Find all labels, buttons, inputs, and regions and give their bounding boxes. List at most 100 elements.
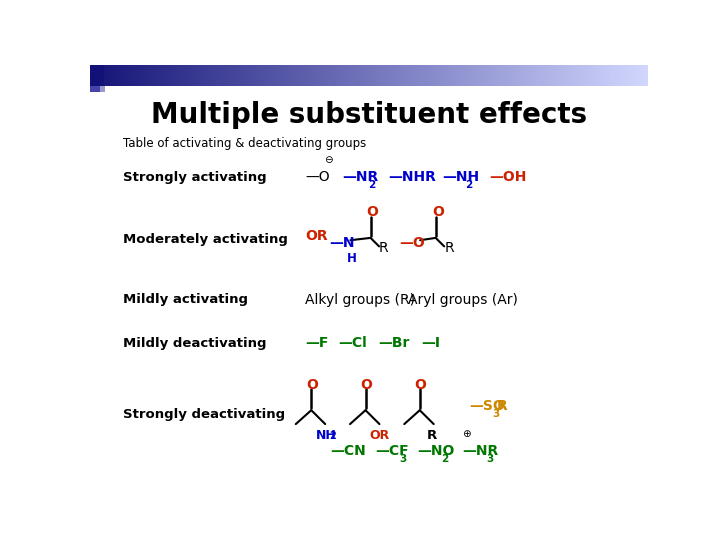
Bar: [310, 65, 315, 86]
Bar: [527, 65, 533, 86]
Bar: [159, 65, 165, 86]
Bar: [492, 65, 498, 86]
Bar: [629, 65, 635, 86]
Bar: [276, 65, 282, 86]
Bar: [153, 65, 159, 86]
Bar: [150, 65, 156, 86]
Bar: [482, 65, 488, 86]
Bar: [142, 65, 148, 86]
Bar: [199, 65, 205, 86]
Bar: [436, 65, 441, 86]
Text: Table of activating & deactivating groups: Table of activating & deactivating group…: [122, 137, 366, 150]
Bar: [607, 65, 613, 86]
Bar: [358, 65, 364, 86]
Bar: [240, 65, 246, 86]
Bar: [256, 65, 261, 86]
Text: —O: —O: [399, 237, 425, 250]
Text: —CN: —CN: [330, 444, 366, 458]
Bar: [434, 65, 440, 86]
Bar: [96, 65, 102, 86]
Bar: [204, 65, 210, 86]
Text: R: R: [444, 241, 454, 255]
Bar: [557, 65, 562, 86]
Bar: [367, 65, 373, 86]
Text: 3: 3: [492, 409, 500, 419]
Bar: [92, 65, 98, 86]
Text: —CF: —CF: [375, 444, 409, 458]
Bar: [460, 65, 466, 86]
Bar: [485, 65, 490, 86]
Text: O: O: [432, 206, 444, 219]
Bar: [351, 65, 356, 86]
Bar: [505, 65, 510, 86]
Bar: [444, 65, 449, 86]
Bar: [615, 65, 620, 86]
Bar: [624, 65, 629, 86]
Bar: [449, 65, 455, 86]
Bar: [373, 65, 379, 86]
Text: —F: —F: [305, 336, 329, 350]
Bar: [600, 65, 606, 86]
Text: 3: 3: [487, 454, 494, 464]
Bar: [131, 65, 137, 86]
Bar: [132, 65, 138, 86]
Bar: [341, 65, 347, 86]
Bar: [192, 65, 198, 86]
Bar: [280, 65, 285, 86]
Bar: [637, 65, 642, 86]
Bar: [499, 65, 505, 86]
Bar: [291, 65, 297, 86]
Bar: [298, 65, 304, 86]
Bar: [289, 65, 294, 86]
Text: 2: 2: [441, 454, 448, 464]
Bar: [315, 65, 321, 86]
Bar: [297, 65, 302, 86]
Bar: [486, 65, 492, 86]
Bar: [347, 65, 352, 86]
Bar: [596, 65, 602, 86]
Bar: [105, 65, 111, 86]
Bar: [179, 65, 185, 86]
Bar: [118, 65, 124, 86]
Bar: [603, 65, 609, 86]
Bar: [562, 65, 568, 86]
Bar: [304, 65, 310, 86]
Bar: [613, 65, 618, 86]
Bar: [425, 65, 431, 86]
Bar: [230, 65, 235, 86]
Bar: [531, 65, 536, 86]
Bar: [438, 65, 444, 86]
Bar: [454, 65, 460, 86]
Bar: [626, 65, 631, 86]
Bar: [609, 65, 615, 86]
Bar: [445, 65, 451, 86]
Bar: [196, 65, 202, 86]
Bar: [103, 65, 109, 86]
Bar: [161, 65, 166, 86]
Text: O: O: [306, 378, 318, 392]
Bar: [598, 65, 603, 86]
Bar: [494, 65, 500, 86]
Text: Moderately activating: Moderately activating: [122, 233, 287, 246]
Bar: [285, 65, 291, 86]
Bar: [477, 65, 482, 86]
Bar: [313, 65, 319, 86]
Bar: [533, 65, 539, 86]
Text: Alkyl groups (R): Alkyl groups (R): [305, 293, 415, 307]
Bar: [137, 65, 143, 86]
Bar: [237, 65, 243, 86]
Bar: [228, 65, 233, 86]
Bar: [348, 65, 354, 86]
Bar: [120, 65, 125, 86]
Bar: [593, 65, 598, 86]
Bar: [345, 65, 351, 86]
Text: Mildly deactivating: Mildly deactivating: [122, 337, 266, 350]
Bar: [278, 65, 284, 86]
Bar: [213, 65, 218, 86]
Bar: [170, 65, 176, 86]
Bar: [307, 65, 313, 86]
Bar: [148, 65, 153, 86]
Bar: [90, 85, 100, 92]
Text: Aryl groups (Ar): Aryl groups (Ar): [408, 293, 518, 307]
Bar: [320, 65, 326, 86]
